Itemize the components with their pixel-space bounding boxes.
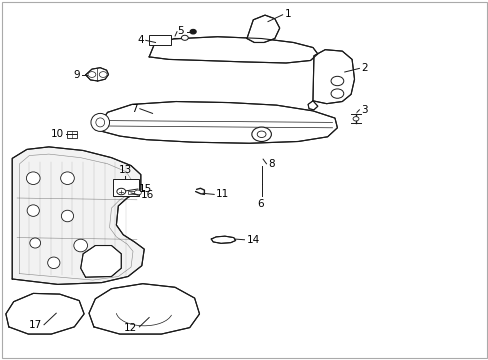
Ellipse shape <box>30 238 41 248</box>
Text: 5: 5 <box>177 26 184 36</box>
Polygon shape <box>89 284 199 334</box>
Bar <box>113 179 139 196</box>
Text: 14: 14 <box>246 235 259 245</box>
Polygon shape <box>81 246 121 277</box>
Circle shape <box>181 35 188 40</box>
Text: 1: 1 <box>284 9 291 19</box>
Bar <box>149 35 171 45</box>
Text: 10: 10 <box>51 129 64 139</box>
Text: 13: 13 <box>118 165 132 175</box>
Polygon shape <box>312 50 354 104</box>
Bar <box>128 191 135 194</box>
Text: 11: 11 <box>216 189 229 199</box>
Polygon shape <box>149 37 317 63</box>
Ellipse shape <box>48 257 60 269</box>
Text: 17: 17 <box>28 320 41 330</box>
Ellipse shape <box>91 113 109 131</box>
Text: 4: 4 <box>137 35 143 45</box>
Ellipse shape <box>96 118 104 127</box>
Polygon shape <box>12 147 144 284</box>
Text: 2: 2 <box>360 63 367 73</box>
Circle shape <box>134 190 141 195</box>
Ellipse shape <box>27 205 39 216</box>
Circle shape <box>330 76 343 86</box>
Text: 9: 9 <box>73 70 80 80</box>
Text: 3: 3 <box>360 105 367 115</box>
Text: 15: 15 <box>139 184 152 194</box>
Polygon shape <box>307 101 317 110</box>
Text: 12: 12 <box>123 323 137 333</box>
Circle shape <box>190 30 196 34</box>
Polygon shape <box>85 68 108 81</box>
Circle shape <box>257 131 265 138</box>
Ellipse shape <box>61 172 74 184</box>
Ellipse shape <box>74 239 87 252</box>
Circle shape <box>251 127 271 141</box>
Ellipse shape <box>61 210 73 222</box>
Polygon shape <box>95 102 337 143</box>
Ellipse shape <box>26 172 40 184</box>
Text: 6: 6 <box>256 199 263 209</box>
Text: 7: 7 <box>131 104 138 114</box>
Polygon shape <box>246 15 279 42</box>
Circle shape <box>99 72 107 77</box>
Polygon shape <box>6 293 84 334</box>
Circle shape <box>330 89 343 98</box>
Bar <box>67 131 77 138</box>
Circle shape <box>117 188 125 195</box>
Circle shape <box>88 72 96 77</box>
Polygon shape <box>211 236 235 243</box>
Text: 8: 8 <box>267 159 274 169</box>
Circle shape <box>352 117 358 121</box>
Text: 16: 16 <box>141 190 154 200</box>
